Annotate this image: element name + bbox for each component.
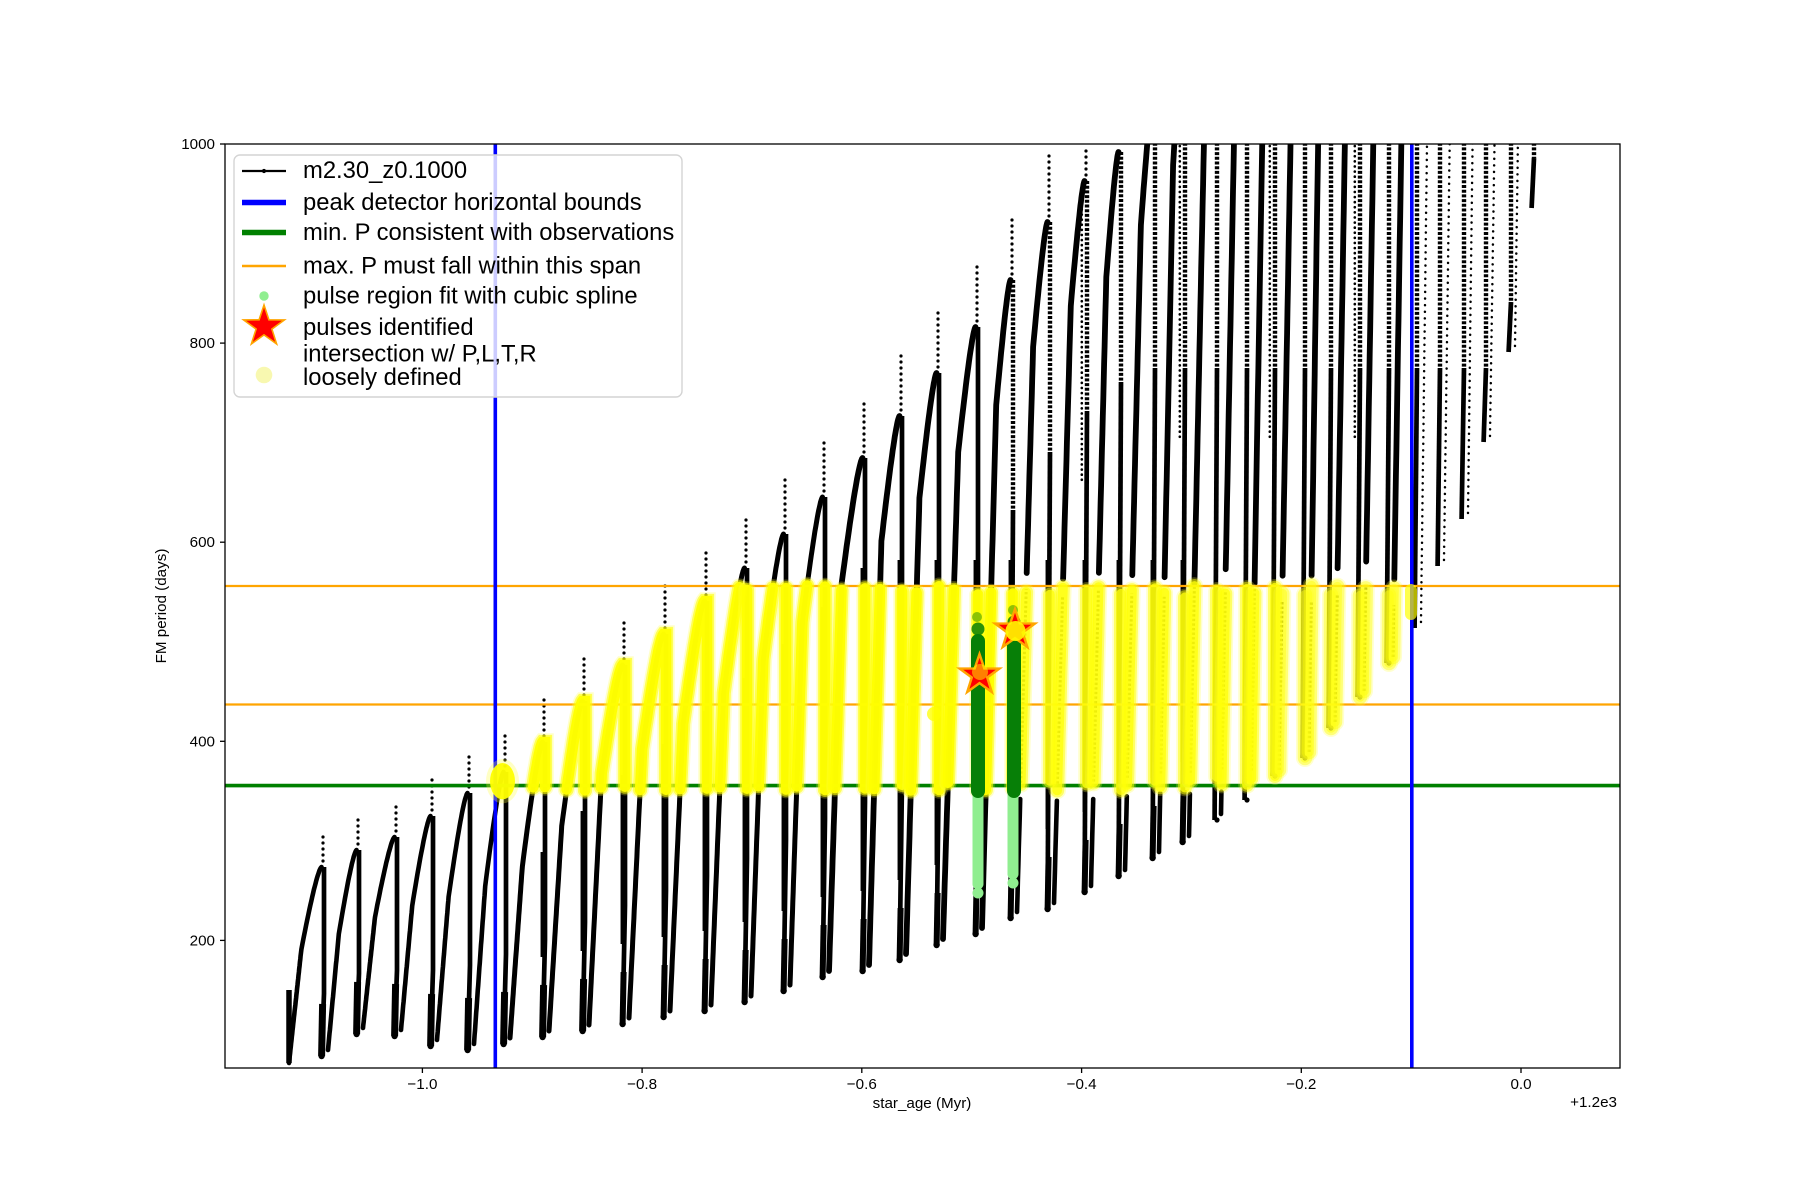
svg-text:max. P must fall within this s: max. P must fall within this span bbox=[303, 253, 641, 280]
svg-text:loosely defined: loosely defined bbox=[303, 364, 462, 391]
svg-text:min. P consistent with observa: min. P consistent with observations bbox=[303, 219, 674, 246]
svg-text:m2.30_z0.1000: m2.30_z0.1000 bbox=[303, 157, 467, 184]
svg-text:pulses identified: pulses identified bbox=[303, 314, 474, 341]
svg-text:200: 200 bbox=[190, 932, 215, 949]
svg-text:800: 800 bbox=[190, 335, 215, 352]
svg-text:−0.8: −0.8 bbox=[627, 1076, 657, 1093]
svg-text:600: 600 bbox=[190, 534, 215, 551]
svg-text:−0.4: −0.4 bbox=[1067, 1076, 1097, 1093]
svg-text:1000: 1000 bbox=[181, 136, 215, 153]
svg-text:pulse region fit with cubic sp: pulse region fit with cubic spline bbox=[303, 283, 638, 310]
svg-text:−0.6: −0.6 bbox=[847, 1076, 877, 1093]
svg-text:0.0: 0.0 bbox=[1510, 1076, 1531, 1093]
svg-text:intersection w/ P,L,T,R: intersection w/ P,L,T,R bbox=[303, 341, 537, 368]
svg-text:+1.2e3: +1.2e3 bbox=[1570, 1094, 1617, 1111]
svg-text:−0.2: −0.2 bbox=[1286, 1076, 1316, 1093]
svg-text:400: 400 bbox=[190, 733, 215, 750]
svg-text:−1.0: −1.0 bbox=[407, 1076, 437, 1093]
svg-text:FM period (days): FM period (days) bbox=[153, 549, 170, 664]
svg-text:peak detector horizontal bound: peak detector horizontal bounds bbox=[303, 189, 642, 216]
svg-text:star_age (Myr): star_age (Myr) bbox=[873, 1095, 972, 1112]
